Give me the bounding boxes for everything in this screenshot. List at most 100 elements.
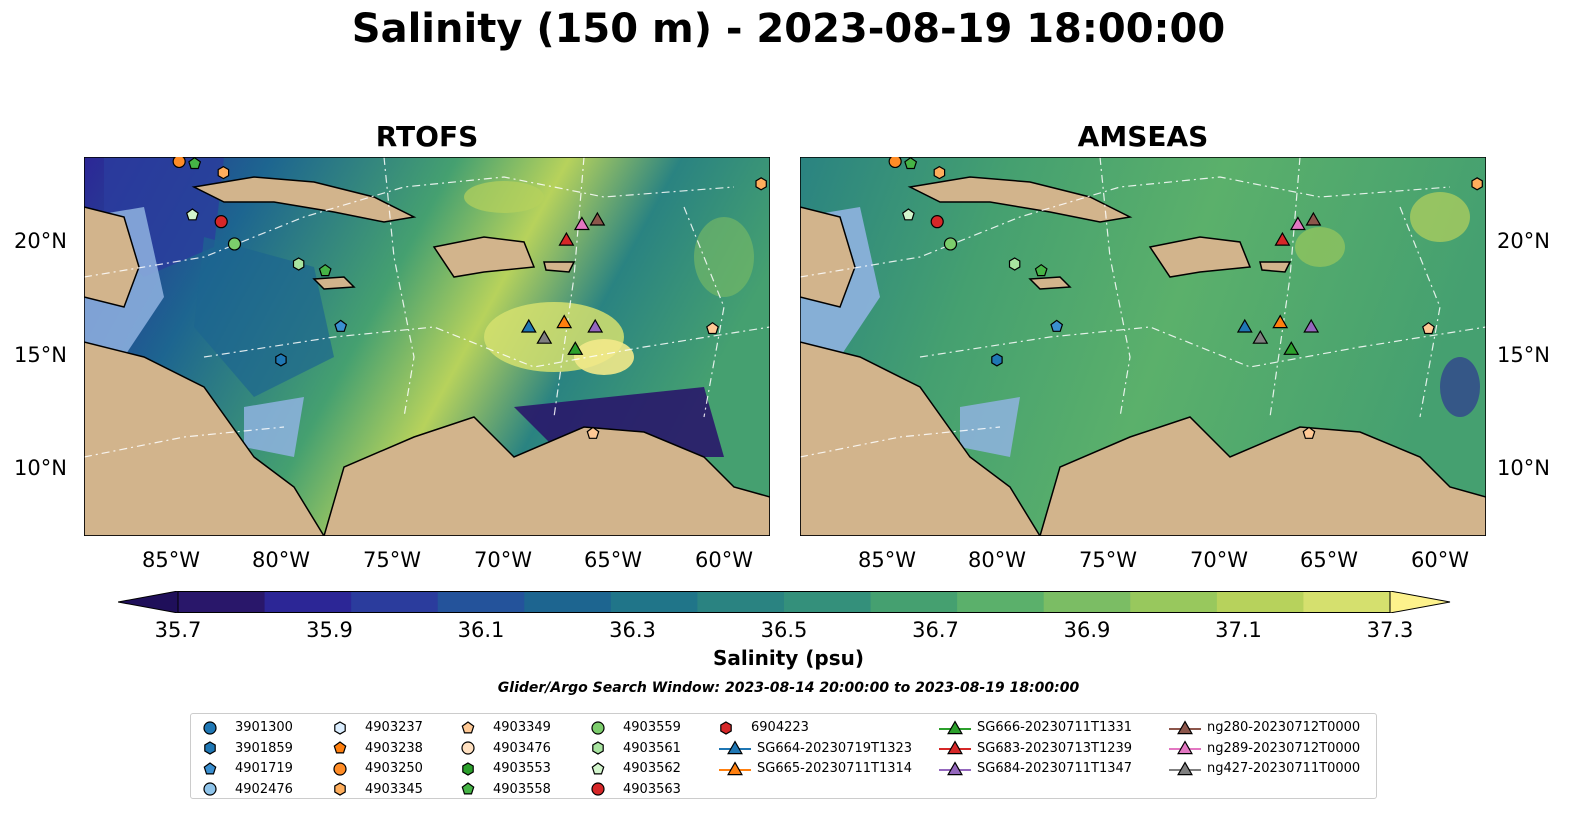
map-marker-4903563	[930, 215, 944, 229]
lon-tick-75w-amseas: 75°W	[1079, 548, 1137, 572]
colorbar-tick-label: 35.9	[306, 618, 353, 642]
legend-label: 6904223	[751, 720, 809, 735]
colorbar-band	[264, 591, 352, 613]
legend-item: SG664-20230719T1323	[717, 739, 912, 759]
colorbar-band	[351, 591, 439, 613]
legend-item: 4903238	[331, 739, 423, 759]
legend-marker-icon	[461, 720, 475, 733]
legend-item: 4903250	[331, 759, 423, 779]
legend-marker-icon	[591, 720, 605, 735]
legend-label: 4903559	[623, 720, 681, 735]
map-marker-sg665-20230711t1314	[556, 314, 573, 329]
colorbar-tick-label: 35.7	[154, 618, 202, 642]
map-marker-4903349	[706, 321, 719, 335]
lon-tick-65w-rtofs: 65°W	[584, 548, 642, 572]
map-marker-4903250	[172, 157, 186, 169]
map-marker-4903561	[292, 257, 305, 271]
legend-label: 4903562	[623, 761, 681, 776]
legend-marker-icon	[333, 741, 347, 754]
amseas-salinity-map	[800, 157, 1486, 536]
map-marker-4901719	[334, 319, 348, 332]
legend-marker-icon	[939, 760, 971, 775]
legend-marker-icon	[461, 741, 475, 755]
legend-label: 4901719	[235, 761, 293, 776]
map-marker-4903349	[1302, 426, 1316, 439]
lon-tick-70w-rtofs: 70°W	[474, 548, 532, 572]
legend-item: 4903349	[459, 718, 551, 738]
legend-item: ng280-20230712T0000	[1167, 718, 1360, 738]
legend-marker-icon	[719, 740, 751, 755]
amseas-panel-title: AMSEAS	[1077, 120, 1209, 153]
map-marker-4903345	[1471, 177, 1483, 191]
map-marker-4903345	[755, 177, 767, 191]
legend-label: 4903345	[365, 781, 423, 797]
legend-marker-icon	[1169, 740, 1201, 755]
lon-tick-85w-amseas: 85°W	[858, 548, 916, 572]
legend-label: SG664-20230719T1323	[757, 740, 913, 756]
colorbar-band	[524, 591, 612, 613]
legend-label: SG666-20230711T1331	[977, 720, 1133, 735]
lon-tick-60w-amseas: 60°W	[1411, 548, 1469, 572]
legend-marker-icon	[939, 719, 971, 734]
map-marker-4903562	[185, 208, 199, 221]
legend-label: ng280-20230712T0000	[1207, 720, 1361, 735]
colorbar-band	[870, 591, 958, 613]
legend-marker-icon	[592, 741, 604, 755]
legend-label: 3901300	[235, 720, 293, 735]
legend-label: SG665-20230711T1314	[757, 761, 913, 776]
legend-label: 4903250	[365, 761, 423, 776]
map-marker-sg684-20230711t1347	[1303, 318, 1320, 333]
legend-marker-icon	[203, 761, 217, 774]
figure-title: Salinity (150 m) - 2023-08-19 18:00:00	[351, 6, 1226, 52]
map-marker-sg683-20230713t1239	[558, 231, 575, 246]
colorbar-band	[437, 591, 525, 613]
legend-marker-icon	[462, 761, 474, 776]
legend-item: SG666-20230711T1331	[937, 718, 1132, 738]
lat-tick-20n-right: 20°N	[1497, 229, 1550, 253]
map-marker-ng427-20230711t0000	[1252, 329, 1269, 344]
legend-item: ng427-20230711T0000	[1167, 759, 1360, 779]
marker-legend: 3901300 3901859 4901719 4902476 4903237 49032…	[190, 713, 1377, 799]
colorbar-tick-label: 36.5	[760, 618, 808, 642]
legend-marker-icon	[591, 782, 605, 796]
legend-item: 4903562	[589, 759, 681, 779]
legend-label: 4903558	[493, 781, 551, 797]
legend-marker-icon	[204, 741, 216, 755]
lon-tick-80w-amseas: 80°W	[968, 548, 1026, 572]
colorbar-tick-label: 36.3	[609, 618, 656, 642]
lon-tick-80w-rtofs: 80°W	[252, 548, 310, 572]
map-marker-3901859	[991, 353, 1003, 367]
legend-item: 4903476	[459, 739, 551, 759]
colorbar-band	[178, 591, 266, 613]
lat-tick-20n-left: 20°N	[14, 229, 67, 253]
map-marker-4903345	[933, 165, 946, 180]
map-marker-ng280-20230712t0000	[589, 211, 606, 226]
lat-tick-15n-right: 15°N	[1497, 343, 1550, 367]
map-marker-ng280-20230712t0000	[1305, 211, 1322, 226]
legend-item: 4902476	[201, 780, 293, 800]
legend-marker-icon	[939, 740, 971, 755]
legend-item: SG684-20230711T1347	[937, 759, 1132, 779]
lon-tick-75w-rtofs: 75°W	[363, 548, 421, 572]
salinity-colorbar	[118, 591, 1451, 613]
colorbar-band	[1216, 591, 1304, 613]
legend-item: SG665-20230711T1314	[717, 759, 912, 779]
map-marker-ng289-20230712t0000	[573, 216, 590, 231]
lon-tick-85w-rtofs: 85°W	[142, 548, 200, 572]
legend-label: SG684-20230711T1347	[977, 761, 1133, 776]
map-marker-4903250	[888, 157, 902, 169]
map-marker-4903349	[586, 426, 600, 439]
rtofs-panel-title: RTOFS	[375, 120, 479, 153]
colorbar-tick-label: 36.9	[1063, 618, 1111, 642]
legend-item: 4903553	[459, 759, 551, 779]
map-marker-sg683-20230713t1239	[1274, 231, 1291, 246]
map-marker-4903563	[214, 215, 228, 229]
legend-item: 4903237	[331, 718, 423, 738]
colorbar-tick-label: 36.7	[912, 618, 959, 642]
legend-marker-icon	[203, 782, 217, 796]
legend-item: 3901300	[201, 718, 293, 738]
map-marker-ng289-20230712t0000	[1289, 216, 1306, 231]
map-marker-4903558	[318, 263, 332, 277]
colorbar-tick-label: 37.1	[1215, 618, 1262, 642]
legend-label: ng427-20230711T0000	[1207, 761, 1361, 776]
